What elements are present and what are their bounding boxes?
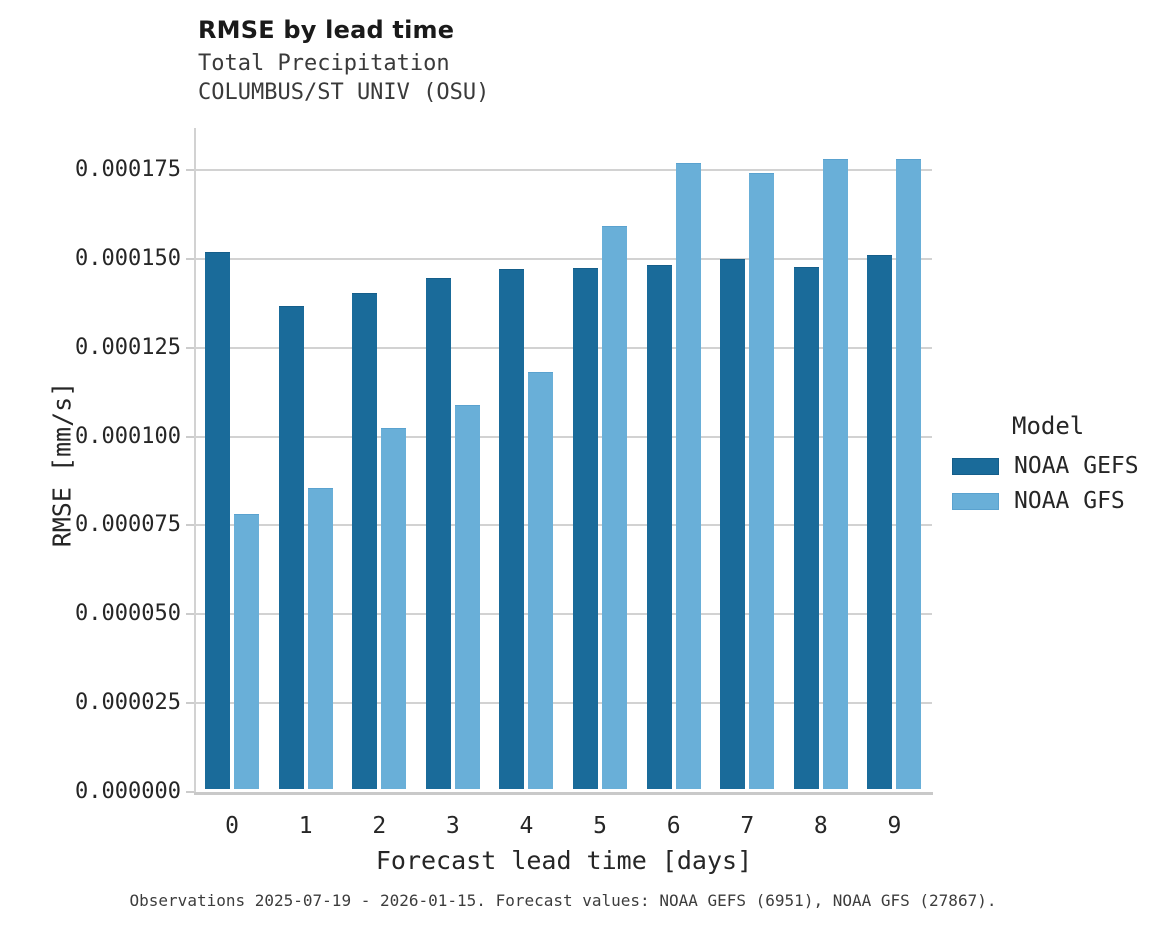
legend-swatch	[952, 493, 999, 510]
y-tick-mark	[186, 168, 194, 171]
chart-title: RMSE by lead time	[198, 16, 455, 44]
y-tick-label: 0.000100	[75, 423, 181, 449]
x-tick-label: 2	[372, 813, 387, 839]
x-tick-label: 5	[593, 813, 607, 839]
y-gridline	[196, 613, 932, 616]
bar-noaa-gfs-lead-0	[234, 514, 260, 789]
chart-subtitle-station: COLUMBUS/ST UNIV (OSU)	[198, 80, 490, 105]
y-tick-mark	[186, 257, 194, 260]
bar-noaa-gfs-lead-6	[675, 163, 701, 789]
bar-noaa-gefs-lead-5	[573, 267, 599, 789]
legend-label: NOAA GFS	[1014, 488, 1125, 514]
bar-noaa-gefs-lead-1	[278, 305, 304, 789]
y-tick-label: 0.000025	[75, 690, 181, 716]
y-gridline	[196, 346, 932, 349]
y-tick-label: 0.000175	[75, 156, 181, 182]
bar-noaa-gfs-lead-5	[602, 226, 628, 789]
bar-noaa-gfs-lead-1	[307, 488, 333, 789]
legend-title: Model	[1012, 412, 1085, 440]
y-tick-label: 0.000050	[75, 601, 181, 627]
x-tick-label: 4	[519, 813, 534, 839]
y-tick-mark	[186, 613, 194, 616]
legend: Model NOAA GEFS NOAA GFS	[950, 412, 1165, 521]
plot-area: 0.000000 0.000025 0.000050 0.000075 0.000100…	[75, 128, 933, 839]
y-tick-label: 0.000150	[75, 245, 181, 271]
y-tick-mark	[186, 702, 194, 705]
x-tick-label: 7	[740, 813, 755, 839]
y-gridline	[196, 435, 932, 438]
bar-noaa-gefs-lead-2	[352, 293, 378, 789]
x-tick-label: 9	[887, 813, 902, 839]
y-gridline	[196, 257, 932, 260]
y-gridline	[196, 168, 932, 171]
legend-entry-noaa-gfs: NOAA GFS	[950, 486, 1165, 521]
y-tick-label: 0.000075	[75, 512, 181, 538]
y-tick-label: 0.000125	[75, 334, 181, 360]
x-tick-label: 0	[225, 813, 239, 839]
x-axis-label: Forecast lead time [days]	[375, 846, 753, 875]
bar-noaa-gefs-lead-9	[867, 255, 893, 789]
y-tick-mark	[186, 524, 194, 527]
bar-noaa-gefs-lead-8	[793, 267, 819, 789]
y-tick-mark	[186, 435, 194, 438]
y-tick-mark	[186, 346, 194, 349]
legend-label: NOAA GEFS	[1014, 453, 1139, 479]
x-tick-label: 1	[298, 813, 313, 839]
footnote-caption: Observations 2025-07-19 - 2026-01-15. Fo…	[129, 891, 997, 910]
bar-noaa-gfs-lead-2	[381, 427, 407, 789]
y-gridline	[196, 702, 932, 705]
bar-noaa-gefs-lead-0	[205, 251, 231, 789]
bar-noaa-gfs-lead-4	[528, 372, 554, 789]
bar-noaa-gefs-lead-3	[425, 277, 451, 789]
bar-noaa-gfs-lead-3	[454, 405, 480, 789]
bar-noaa-gfs-lead-9	[896, 159, 922, 789]
y-gridline	[196, 524, 932, 527]
legend-entry-noaa-gefs: NOAA GEFS	[950, 451, 1165, 486]
x-axis-line	[194, 792, 933, 795]
legend-swatch	[952, 458, 999, 475]
bar-noaa-gefs-lead-4	[499, 269, 525, 789]
bar-noaa-gfs-lead-8	[822, 159, 848, 789]
x-tick-label: 3	[445, 813, 460, 839]
y-tick-label: 0.000000	[75, 779, 181, 804]
y-axis-spine	[194, 128, 196, 795]
bar-noaa-gefs-lead-6	[646, 264, 672, 789]
y-tick-mark	[186, 791, 194, 793]
x-tick-label: 8	[813, 813, 828, 839]
x-tick-label: 6	[666, 813, 681, 839]
chart-subtitle-variable: Total Precipitation	[198, 51, 450, 76]
bar-noaa-gefs-lead-7	[720, 258, 746, 789]
bar-noaa-gfs-lead-7	[749, 173, 775, 789]
